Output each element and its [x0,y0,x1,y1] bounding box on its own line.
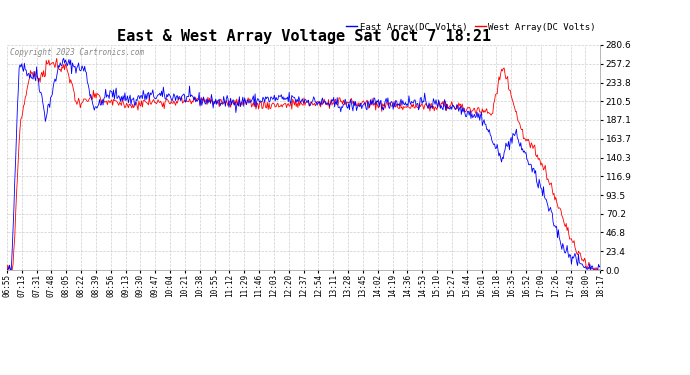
West Array(DC Volts) [124,103,132,107]
Line: West Array(DC Volts): West Array(DC Volts) [7,58,600,270]
East Array(DC Volts) [443,106,451,110]
East Array(DC Volts) [124,100,132,105]
East Array(DC Volts) [463,109,471,114]
East Array(DC Volts) [3,268,12,272]
West Array(DC Volts) [3,268,11,272]
East Array(DC Volts) [531,168,540,173]
Title: East & West Array Voltage Sat Oct 7 18:21: East & West Array Voltage Sat Oct 7 18:2… [117,29,491,44]
West Array(DC Volts) [553,199,561,204]
East Array(DC Volts) [492,146,500,150]
West Array(DC Volts) [596,268,604,272]
West Array(DC Volts) [462,108,471,112]
West Array(DC Volts) [531,143,539,147]
West Array(DC Volts) [491,93,500,97]
West Array(DC Volts) [442,108,451,113]
East Array(DC Volts) [59,56,68,60]
Text: Copyright 2023 Cartronics.com: Copyright 2023 Cartronics.com [10,48,144,57]
Legend: East Array(DC Volts), West Array(DC Volts): East Array(DC Volts), West Array(DC Volt… [346,22,595,32]
West Array(DC Volts) [52,56,61,61]
Line: East Array(DC Volts): East Array(DC Volts) [7,58,600,270]
East Array(DC Volts) [3,266,11,271]
East Array(DC Volts) [596,264,604,268]
East Array(DC Volts) [553,236,562,240]
